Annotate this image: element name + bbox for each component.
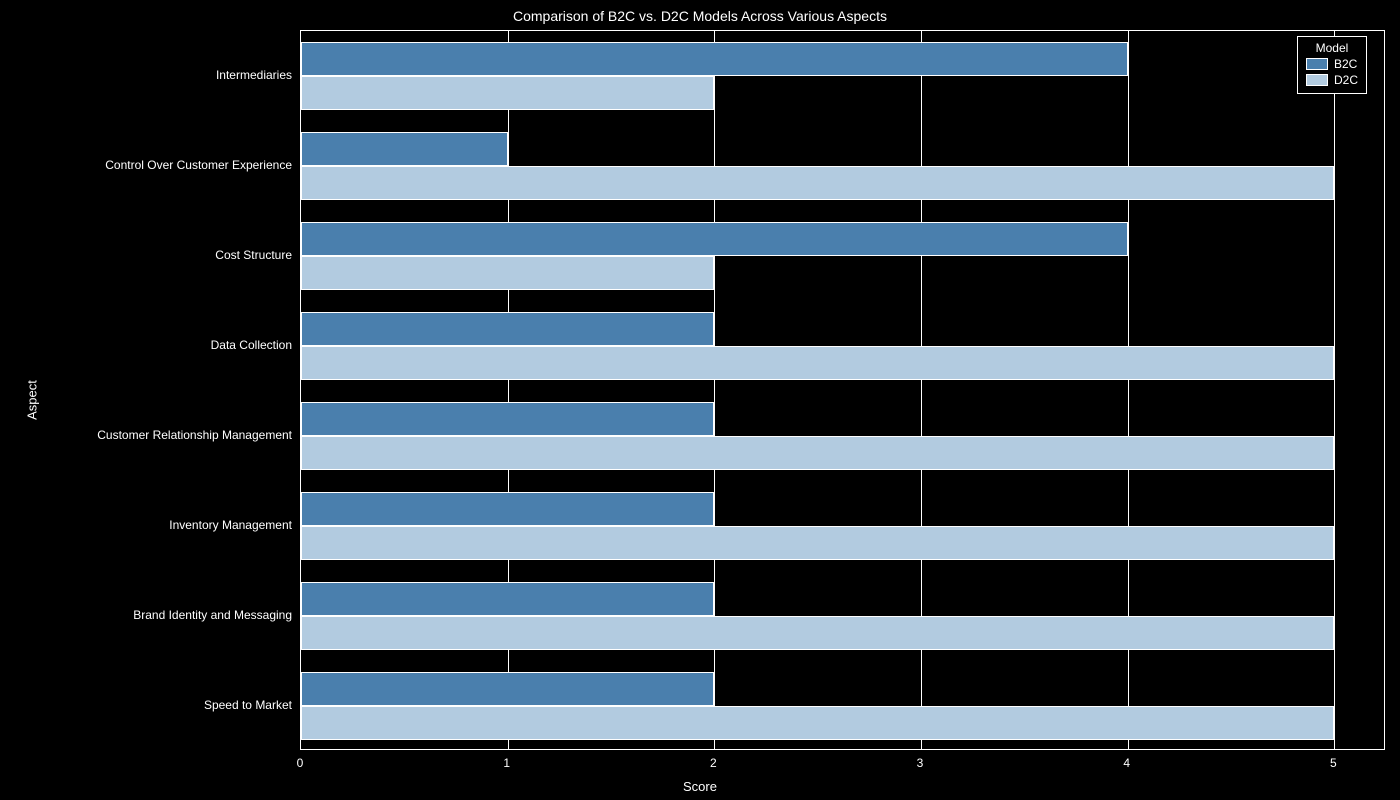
legend-swatch xyxy=(1306,58,1328,70)
x-tick-label: 3 xyxy=(917,756,924,770)
y-tick-label: Data Collection xyxy=(12,338,292,352)
plot-area xyxy=(300,30,1385,750)
x-tick-label: 5 xyxy=(1330,756,1337,770)
y-tick-label: Cost Structure xyxy=(12,248,292,262)
legend-item: D2C xyxy=(1306,73,1358,87)
y-tick-label: Control Over Customer Experience xyxy=(12,158,292,172)
x-tick-label: 0 xyxy=(297,756,304,770)
legend-label: B2C xyxy=(1334,57,1357,71)
legend-title: Model xyxy=(1306,41,1358,55)
y-tick-label: Intermediaries xyxy=(12,68,292,82)
bar xyxy=(301,42,1128,76)
legend-swatch xyxy=(1306,74,1328,86)
bar xyxy=(301,492,714,526)
bar xyxy=(301,76,714,110)
y-tick-label: Speed to Market xyxy=(12,698,292,712)
bar xyxy=(301,166,1334,200)
chart-title: Comparison of B2C vs. D2C Models Across … xyxy=(0,8,1400,24)
bar xyxy=(301,312,714,346)
y-tick-label: Brand Identity and Messaging xyxy=(12,608,292,622)
y-tick-label: Inventory Management xyxy=(12,518,292,532)
bar xyxy=(301,582,714,616)
legend-item: B2C xyxy=(1306,57,1358,71)
bar xyxy=(301,132,508,166)
bar xyxy=(301,706,1334,740)
bar xyxy=(301,346,1334,380)
x-tick-label: 1 xyxy=(503,756,510,770)
bar xyxy=(301,616,1334,650)
chart-container: Comparison of B2C vs. D2C Models Across … xyxy=(0,0,1400,800)
bar xyxy=(301,436,1334,470)
x-tick-label: 2 xyxy=(710,756,717,770)
legend: Model B2C D2C xyxy=(1297,36,1367,94)
x-axis-label: Score xyxy=(0,779,1400,794)
gridline xyxy=(1334,31,1335,749)
bar xyxy=(301,526,1334,560)
y-axis-label: Aspect xyxy=(24,380,39,420)
bar xyxy=(301,222,1128,256)
bar xyxy=(301,672,714,706)
legend-label: D2C xyxy=(1334,73,1358,87)
bar xyxy=(301,256,714,290)
y-tick-label: Customer Relationship Management xyxy=(12,428,292,442)
x-tick-label: 4 xyxy=(1123,756,1130,770)
bar xyxy=(301,402,714,436)
